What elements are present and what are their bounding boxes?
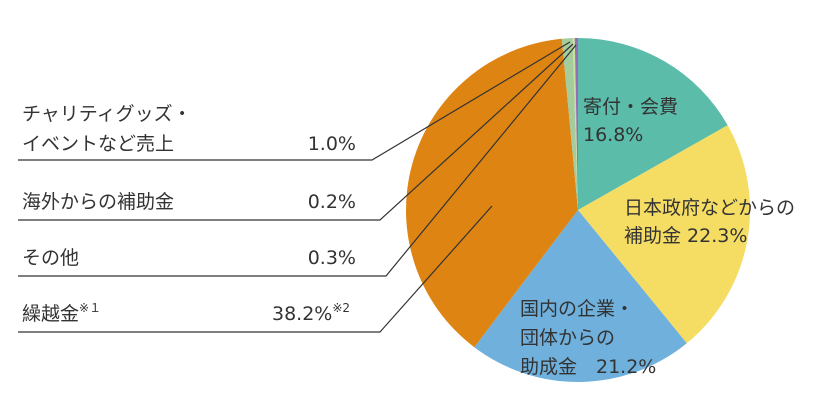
- leader-lines: [18, 41, 577, 333]
- label-seifu-line2: 補助金 22.3%: [624, 225, 747, 247]
- value-kurikoshi: 38.2%※2: [272, 301, 350, 325]
- value-kurikoshi-note: ※2: [332, 301, 350, 315]
- value-kaigai: 0.2%: [308, 191, 356, 213]
- label-sonota: その他: [22, 247, 79, 269]
- leader-line-kurikoshi: [18, 205, 493, 333]
- leader-line-charity: [18, 41, 571, 161]
- value-sonota: 0.3%: [308, 247, 356, 269]
- label-kokunai-line1: 国内の企業・: [520, 298, 634, 320]
- pie-slice-2: [474, 210, 687, 382]
- label-kokunai-line2: 団体からの: [520, 327, 615, 349]
- label-kurikoshi-text: 繰越金: [22, 303, 79, 325]
- pie-slice-6: [574, 38, 578, 210]
- label-kokunai-line3: 助成金 21.2%: [520, 356, 656, 378]
- label-charity-line2: イベントなど売上: [22, 133, 174, 155]
- leader-line-sonota: [18, 44, 577, 277]
- label-charity-line1: チャリティグッズ・: [22, 103, 192, 125]
- pie-slice-4: [561, 38, 578, 210]
- label-seifu-line1: 日本政府などからの: [624, 197, 795, 219]
- pie-slice-5: [572, 38, 578, 210]
- value-kurikoshi-text: 38.2%: [272, 303, 332, 325]
- pie-slices: [405, 38, 750, 382]
- value-charity: 1.0%: [308, 133, 356, 155]
- inside-labels: 寄付・会費 16.8% 日本政府などからの 補助金 22.3% 国内の企業・ 団…: [520, 96, 795, 378]
- label-kurikoshi-note: ※１: [79, 301, 101, 315]
- label-kifu-line2: 16.8%: [583, 124, 643, 146]
- leader-line-kaigai: [18, 43, 574, 221]
- pie-slice-1: [578, 125, 750, 344]
- label-kifu-line1: 寄付・会費: [583, 96, 678, 118]
- pie-slice-0: [578, 38, 728, 210]
- outside-labels: チャリティグッズ・ イベントなど売上 1.0% 海外からの補助金 0.2% その…: [22, 103, 356, 325]
- pie-slice-3: [405, 38, 578, 348]
- label-kaigai: 海外からの補助金: [22, 191, 174, 213]
- label-kurikoshi: 繰越金※１: [22, 301, 101, 325]
